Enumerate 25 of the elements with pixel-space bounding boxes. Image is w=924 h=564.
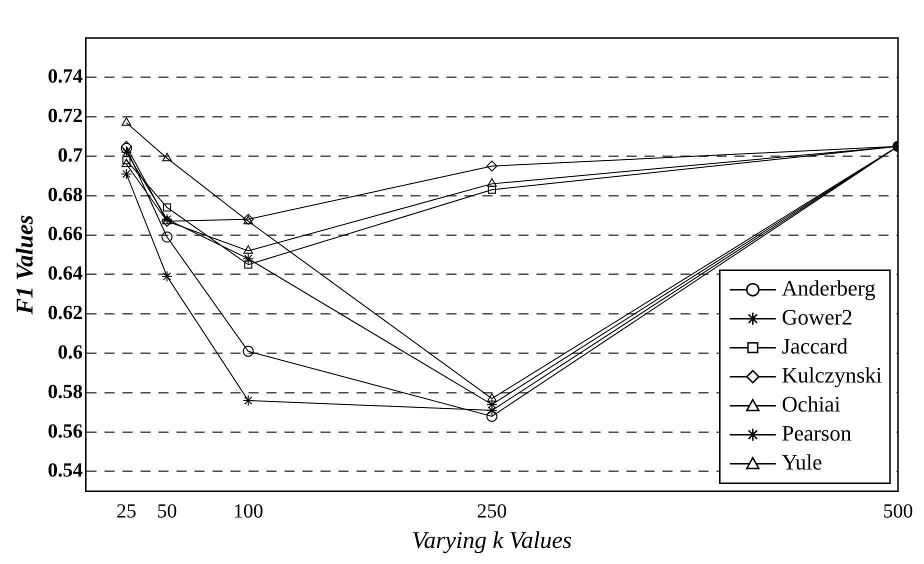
- y-tick-label: 0.7: [58, 144, 83, 166]
- y-axis-title: F1 Values: [12, 214, 39, 316]
- legend-label: Ochiai: [782, 391, 840, 416]
- y-tick-label: 0.58: [48, 380, 83, 403]
- x-tick-label: 500: [883, 500, 913, 522]
- legend-label: Yule: [782, 449, 822, 474]
- y-tick-label: 0.66: [48, 223, 83, 246]
- legend-label: Pearson: [782, 420, 852, 446]
- x-tick-label: 100: [233, 500, 264, 522]
- y-tick-label: 0.56: [48, 420, 83, 442]
- legend-label: Gower2: [782, 304, 853, 330]
- y-tick-label: 0.68: [48, 184, 83, 206]
- legend-label: Anderberg: [782, 275, 876, 300]
- legend-label: Jaccard: [782, 333, 848, 358]
- x-tick-label: 50: [157, 500, 178, 522]
- x-tick-label: 25: [116, 500, 136, 522]
- y-tick-label: 0.54: [48, 460, 83, 482]
- y-tick-label: 0.64: [48, 262, 83, 285]
- legend-label: Kulczynski: [782, 362, 882, 388]
- y-tick-label: 0.74: [48, 66, 83, 88]
- x-tick-label: 250: [476, 500, 507, 522]
- y-tick-label: 0.62: [48, 302, 83, 324]
- x-axis-title: Varying k Values: [412, 528, 572, 554]
- y-tick-label: 0.72: [48, 104, 83, 127]
- y-tick-label: 0.6: [58, 341, 83, 364]
